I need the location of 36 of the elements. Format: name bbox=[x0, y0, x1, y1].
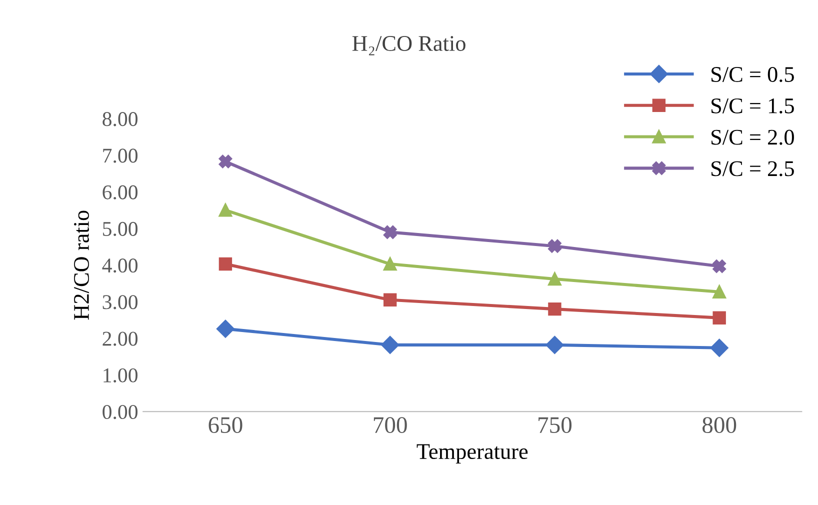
point bbox=[710, 338, 728, 357]
point bbox=[216, 320, 234, 338]
point bbox=[712, 285, 726, 298]
x-axis-title: Temperature bbox=[416, 444, 528, 464]
y-axis-title: H2/CO ratio bbox=[74, 210, 89, 320]
y-tick-label: 2.00 bbox=[102, 332, 138, 346]
point bbox=[546, 336, 564, 354]
x-tick-label: 700 bbox=[374, 417, 407, 434]
point bbox=[383, 257, 397, 271]
legend-label: S/C = 2.5 bbox=[712, 161, 794, 176]
point bbox=[548, 302, 562, 316]
legend-label: S/C = 0.5 bbox=[712, 66, 794, 82]
y-tick-label: 6.00 bbox=[102, 185, 138, 200]
legend-label: S/C = 1.5 bbox=[712, 98, 794, 114]
point bbox=[548, 272, 562, 286]
chart-title: H₂/CO Ratio bbox=[352, 36, 466, 56]
y-tick-label: 4.00 bbox=[102, 258, 138, 273]
point bbox=[548, 239, 562, 253]
point bbox=[383, 293, 397, 307]
y-tick-label: 7.00 bbox=[103, 148, 138, 163]
x-tick-label: 650 bbox=[208, 417, 242, 434]
point bbox=[218, 257, 232, 271]
point bbox=[712, 260, 726, 273]
point bbox=[712, 311, 726, 324]
y-tick-label: 5.00 bbox=[103, 222, 138, 236]
x-tick-label: 750 bbox=[538, 417, 572, 434]
y-tick-label: 0.00 bbox=[102, 404, 138, 420]
y-tick-label: 8.00 bbox=[102, 112, 138, 126]
point bbox=[381, 336, 399, 354]
y-tick-label: 1.00 bbox=[104, 368, 138, 382]
point bbox=[218, 154, 232, 168]
y-tick-label: 3.00 bbox=[102, 295, 138, 310]
x-tick-label: 800 bbox=[702, 417, 736, 434]
point bbox=[218, 204, 232, 217]
point bbox=[383, 226, 397, 239]
legend-label: S/C = 2.0 bbox=[712, 130, 794, 145]
